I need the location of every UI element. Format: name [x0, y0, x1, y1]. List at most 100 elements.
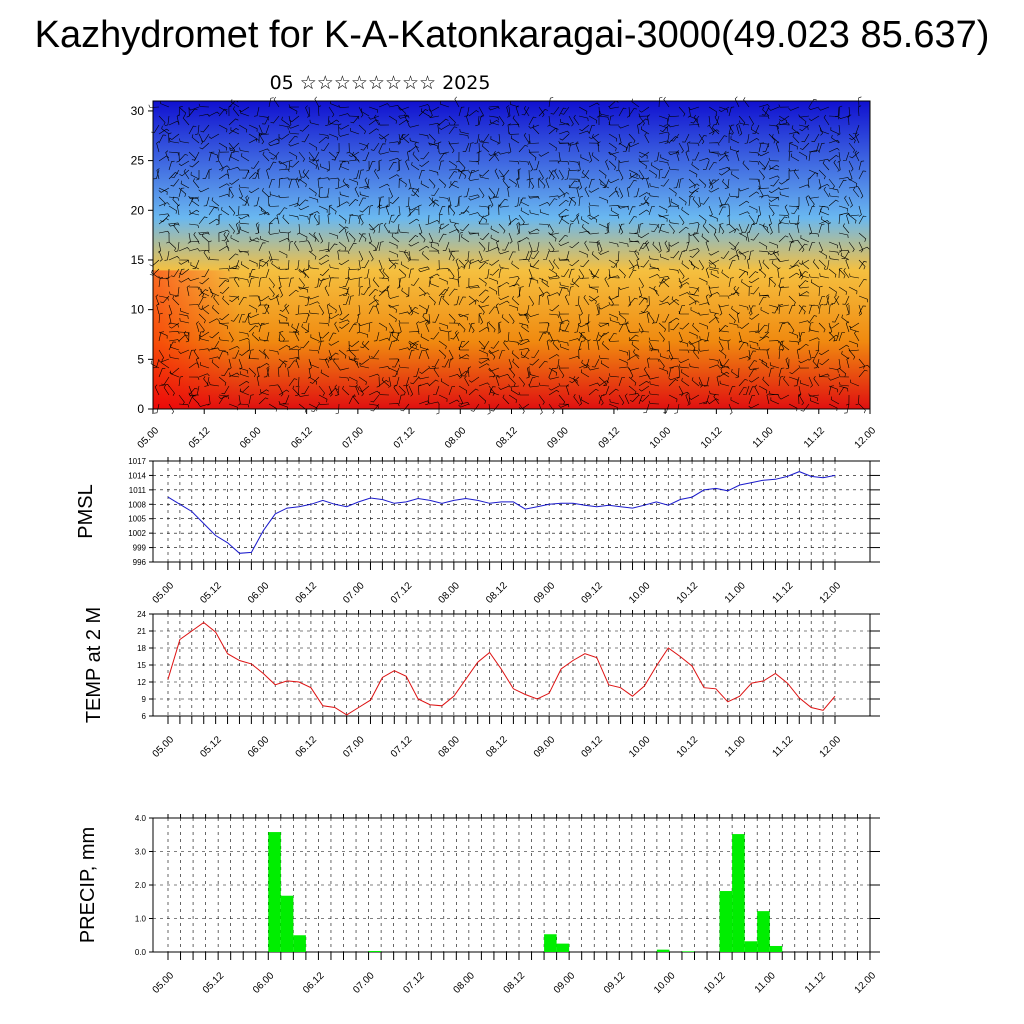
- wind-barb: [558, 403, 570, 408]
- wind-barb: [448, 349, 454, 361]
- wind-barb: [218, 268, 230, 272]
- wind-barb: [508, 313, 515, 324]
- wind-barb: [628, 297, 638, 306]
- wind-barb: [608, 121, 620, 126]
- wind-barb: [560, 106, 570, 115]
- wind-barb: [728, 193, 740, 198]
- wind-barb: [668, 241, 680, 247]
- wind-barb: [758, 346, 770, 351]
- wind-barb: [228, 166, 240, 171]
- wind-barb: [313, 213, 320, 225]
- wind-barb: [659, 227, 670, 234]
- wind-barb: [648, 267, 660, 272]
- wind-barb: [348, 151, 357, 161]
- wind-barb: [507, 106, 511, 118]
- wind-barb: [568, 268, 575, 279]
- wind-barb: [190, 171, 200, 180]
- wind-barb: [807, 177, 811, 189]
- wind-barb: [844, 195, 850, 207]
- wind-barb: [388, 403, 400, 407]
- wind-barb: [736, 312, 740, 324]
- wind-barb: [153, 169, 160, 180]
- wind-barb: [258, 322, 265, 333]
- wind-barb: [520, 199, 530, 207]
- wind-barb: [578, 130, 590, 135]
- wind-barb: [190, 262, 200, 270]
- wind-barb: [720, 250, 730, 259]
- wind-barb: [438, 394, 448, 402]
- wind-barb: [348, 232, 356, 243]
- wind-barb: [658, 301, 670, 306]
- wind-barb: [258, 259, 268, 267]
- wind-barb: [448, 169, 460, 173]
- wind-barb: [428, 106, 433, 118]
- wind-barb: [308, 241, 313, 253]
- wind-barb: [328, 205, 337, 215]
- y-axis-label: PMSL: [75, 484, 97, 538]
- wind-barb: [199, 277, 210, 285]
- wind-barb: [151, 269, 160, 279]
- wind-barb: [208, 205, 219, 211]
- wind-barb: [568, 223, 574, 234]
- wind-barb: [468, 388, 479, 396]
- wind-barb: [238, 331, 249, 337]
- wind-barb: [158, 187, 170, 193]
- wind-barb: [438, 151, 450, 155]
- wind-barb: [230, 127, 240, 135]
- wind-barb: [502, 178, 510, 189]
- wind-barb: [428, 241, 439, 247]
- wind-barb: [438, 322, 448, 329]
- wind-barb: [196, 357, 200, 369]
- y-tick-label: 1005: [128, 515, 146, 524]
- wind-barb: [518, 144, 528, 153]
- y-tick-label: 24: [137, 610, 146, 619]
- wind-barb: [518, 340, 530, 346]
- wind-barb: [378, 241, 384, 252]
- wind-barb: [649, 255, 660, 261]
- wind-barb: [638, 118, 649, 126]
- wind-barb: [228, 142, 236, 153]
- wind-barb: [156, 168, 160, 180]
- wind-barb: [714, 114, 720, 126]
- wind-barb: [324, 285, 330, 297]
- wind-barb: [761, 106, 770, 116]
- wind-barb: [777, 267, 781, 279]
- wind-barb: [588, 231, 600, 235]
- wind-barb: [768, 133, 776, 144]
- wind-barb: [408, 331, 420, 335]
- wind-barb: [828, 268, 837, 278]
- wind-barb: [168, 223, 180, 227]
- wind-barb: [348, 376, 358, 385]
- wind-barb: [385, 204, 390, 216]
- wind-barb: [521, 323, 530, 333]
- wind-barb: [258, 242, 266, 252]
- wind-barb: [488, 196, 494, 208]
- y-tick-label: 6: [142, 712, 147, 721]
- wind-barb: [318, 248, 330, 252]
- wind-barb: [628, 337, 640, 342]
- wind-barb: [608, 190, 619, 198]
- wind-barb: [488, 322, 496, 333]
- wind-barb: [626, 106, 631, 118]
- wind-barb: [370, 349, 380, 358]
- wind-barb: [568, 184, 580, 189]
- x-tick-label: 06.00: [238, 425, 264, 451]
- wind-barb: [658, 124, 668, 131]
- wind-barb: [820, 208, 830, 216]
- wind-barb: [420, 333, 430, 342]
- wind-barb: [204, 376, 210, 387]
- wind-barb: [596, 339, 600, 351]
- wind-barb: [748, 151, 759, 156]
- wind-barb: [578, 348, 582, 360]
- wind-barb: [379, 286, 390, 293]
- wind-barb: [458, 210, 470, 216]
- wind-barb: [659, 277, 670, 284]
- wind-barb: [348, 347, 360, 352]
- wind-barb: [798, 280, 809, 288]
- wind-barb: [508, 358, 513, 370]
- wind-barb: [428, 220, 440, 225]
- wind-barb: [588, 286, 598, 293]
- wind-barb: [548, 232, 560, 236]
- wind-barb: [425, 394, 430, 406]
- x-tick-label: 06.00: [246, 734, 272, 760]
